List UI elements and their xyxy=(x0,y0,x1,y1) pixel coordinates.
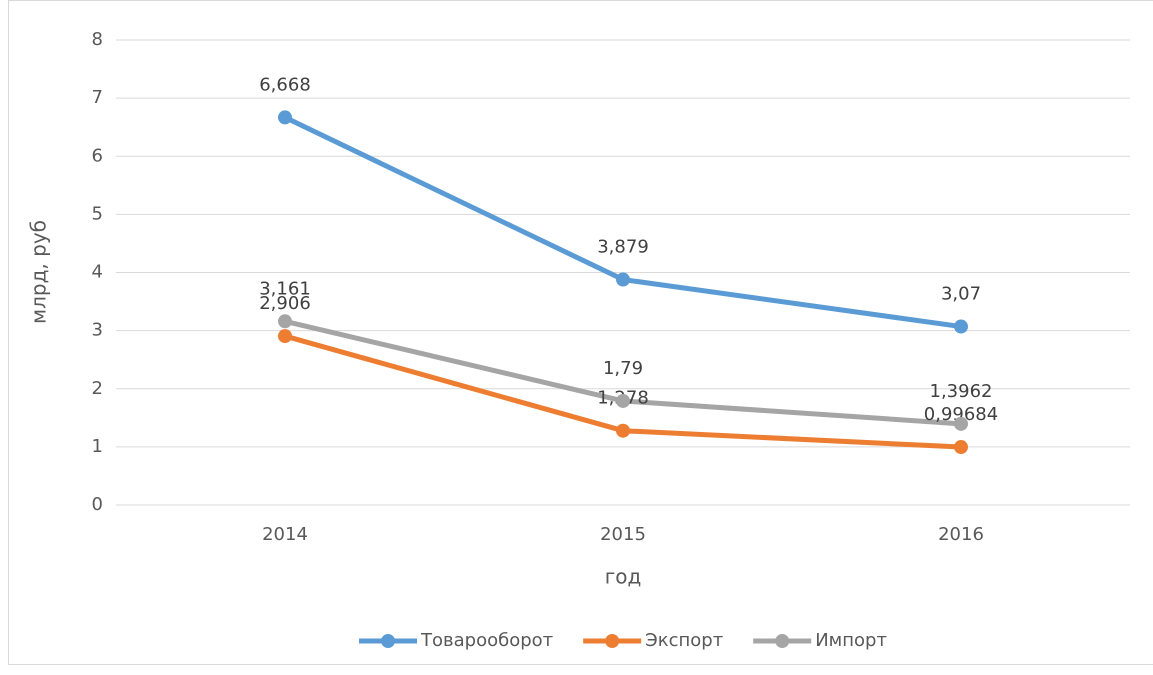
data-label: 1,3962 xyxy=(930,381,993,402)
data-point xyxy=(278,314,292,329)
x-tick-label: 2016 xyxy=(938,524,984,545)
data-point xyxy=(278,110,292,125)
legend-label: Импорт xyxy=(815,630,887,651)
x-tick-label: 2015 xyxy=(600,524,646,545)
y-tick-label: 7 xyxy=(92,87,103,108)
y-tick-label: 2 xyxy=(92,378,103,399)
data-label: 1,79 xyxy=(603,358,643,379)
x-axis-title: год xyxy=(605,565,642,589)
y-tick-label: 3 xyxy=(92,320,103,341)
data-label: 6,668 xyxy=(259,74,311,95)
legend-marker xyxy=(381,634,396,648)
data-point xyxy=(954,319,968,334)
data-point xyxy=(616,423,630,438)
legend-label: Товарооборот xyxy=(420,630,553,651)
legend-label: Экспорт xyxy=(645,630,723,651)
legend-marker xyxy=(605,634,620,648)
y-tick-label: 4 xyxy=(92,262,103,283)
data-label: 2,906 xyxy=(259,293,311,314)
data-label: 0,99684 xyxy=(924,404,998,425)
x-tick-label: 2014 xyxy=(262,524,308,545)
data-point xyxy=(954,440,968,455)
chart-frame xyxy=(8,0,1153,665)
data-label: 3,161 xyxy=(259,278,311,299)
data-point xyxy=(616,393,630,408)
y-tick-label: 0 xyxy=(92,494,103,515)
y-axis-title: млрд, руб xyxy=(27,220,51,324)
y-tick-label: 1 xyxy=(92,436,103,457)
data-label: 3,07 xyxy=(941,284,981,305)
data-point xyxy=(954,416,968,431)
data-point xyxy=(616,272,630,287)
data-label: 3,879 xyxy=(597,237,649,258)
y-tick-label: 5 xyxy=(92,203,103,224)
data-point xyxy=(278,329,292,344)
y-tick-label: 6 xyxy=(92,145,103,166)
y-tick-label: 8 xyxy=(92,29,103,50)
legend-marker xyxy=(775,634,790,648)
